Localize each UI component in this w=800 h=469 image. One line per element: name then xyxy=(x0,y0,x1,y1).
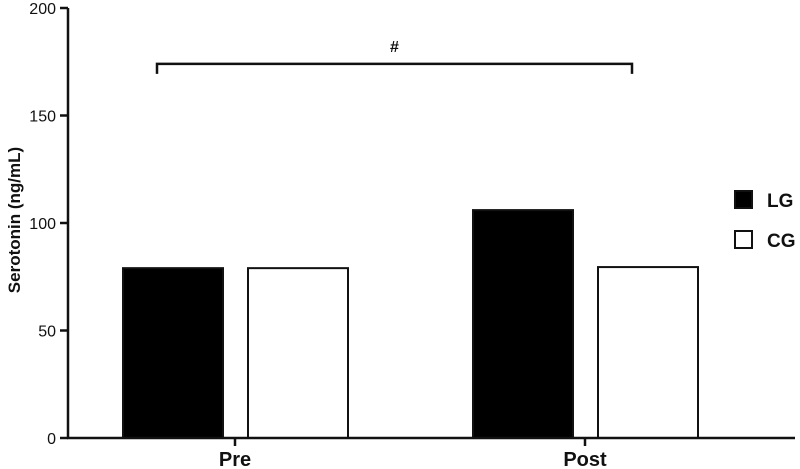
legend: LG CG xyxy=(734,190,796,252)
y-tick-label: 50 xyxy=(38,324,56,341)
bar-lg-post xyxy=(472,209,574,439)
y-axis: 0 50 100 150 200 xyxy=(29,1,70,448)
plot-area xyxy=(122,209,699,440)
x-tick-label: Pre xyxy=(219,449,251,469)
significance-bracket xyxy=(155,62,634,74)
bar-cg-post xyxy=(597,266,699,440)
legend-swatch-cg xyxy=(734,230,753,249)
y-tick-label: 0 xyxy=(47,431,56,448)
bar-lg-pre xyxy=(122,267,224,439)
bar-cg-pre xyxy=(247,267,349,439)
y-tick-label: 150 xyxy=(29,109,56,126)
annotation: # xyxy=(155,39,634,74)
y-axis-title: Serotonin (ng/mL) xyxy=(5,147,24,293)
x-tick-label: Post xyxy=(563,449,607,469)
significance-label: # xyxy=(390,39,399,56)
legend-swatch-lg xyxy=(734,190,753,209)
legend-label-lg: LG xyxy=(767,191,793,212)
legend-label-cg: CG xyxy=(767,231,796,252)
x-axis: Pre Post xyxy=(67,436,795,469)
y-tick-label: 100 xyxy=(29,216,56,233)
y-tick-label: 200 xyxy=(29,1,56,18)
